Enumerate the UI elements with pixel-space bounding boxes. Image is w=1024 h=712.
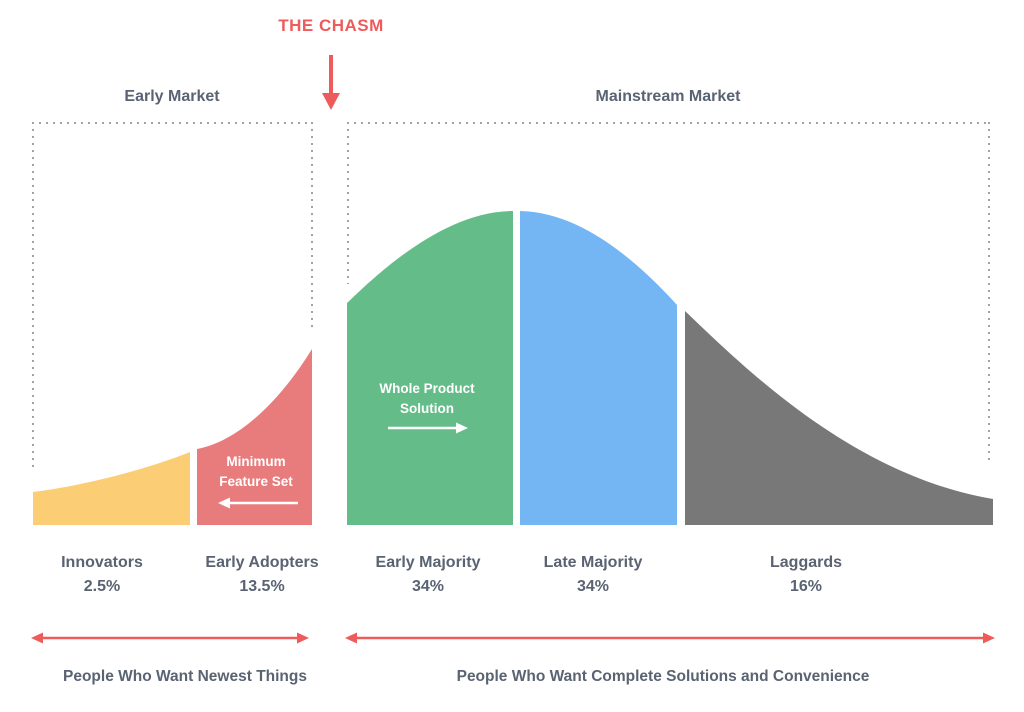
- segment-label-laggards: Laggards 16%: [770, 551, 842, 599]
- early-market-box-top: [32, 122, 312, 124]
- segment-label-early-majority: Early Majority 34%: [376, 551, 481, 599]
- segment-name: Laggards: [769, 554, 843, 571]
- segment-label-innovators: Innovators 2.5%: [61, 551, 143, 599]
- early-market-box-left: [32, 122, 34, 468]
- mainstream-market-label: Mainstream Market: [595, 88, 741, 105]
- whole-product-solution-line1: Whole Product: [379, 381, 475, 396]
- late-majority-curve: [520, 211, 677, 525]
- whole-product-solution-note: Whole Product Solution: [379, 379, 474, 419]
- laggards-curve: [685, 311, 993, 525]
- minimum-feature-set-line1: Minimum: [226, 454, 286, 469]
- early-majority-curve: [347, 211, 513, 525]
- mainstream-box-left: [347, 122, 349, 284]
- innovators-curve: [33, 452, 190, 525]
- segment-label-early-adopters: Early Adopters 13.5%: [205, 551, 318, 599]
- segment-label-late-majority: Late Majority 34%: [544, 551, 643, 599]
- segment-percentage: 34%: [411, 578, 445, 595]
- segment-name: Early Majority: [375, 554, 481, 571]
- segment-percentage: 2.5%: [83, 578, 121, 595]
- early-market-range-arrow: [31, 632, 309, 644]
- minimum-feature-set-arrow: [218, 497, 298, 509]
- segment-percentage: 34%: [576, 578, 610, 595]
- minimum-feature-set-note: Minimum Feature Set: [219, 452, 293, 492]
- early-market-box-right: [311, 122, 313, 330]
- early-adopters-curve: [197, 349, 312, 525]
- segment-name: Late Majority: [543, 554, 643, 571]
- mainstream-box-right: [988, 122, 990, 462]
- segment-percentage: 16%: [789, 578, 823, 595]
- mainstream-range-arrow: [345, 632, 995, 644]
- segment-name: Early Adopters: [205, 554, 319, 571]
- whole-product-solution-line2: Solution: [400, 401, 454, 416]
- segment-percentage: 13.5%: [239, 578, 285, 595]
- early-market-caption: People Who Want Newest Things: [63, 668, 307, 685]
- mainstream-market-caption: People Who Want Complete Solutions and C…: [456, 668, 870, 685]
- mainstream-box-top: [347, 122, 990, 124]
- whole-product-solution-arrow: [388, 422, 468, 434]
- chasm-title: THE CHASM: [278, 16, 384, 35]
- chasm-arrow: [322, 55, 340, 110]
- early-market-label: Early Market: [124, 88, 220, 105]
- minimum-feature-set-line2: Feature Set: [219, 474, 293, 489]
- segment-name: Innovators: [61, 554, 143, 571]
